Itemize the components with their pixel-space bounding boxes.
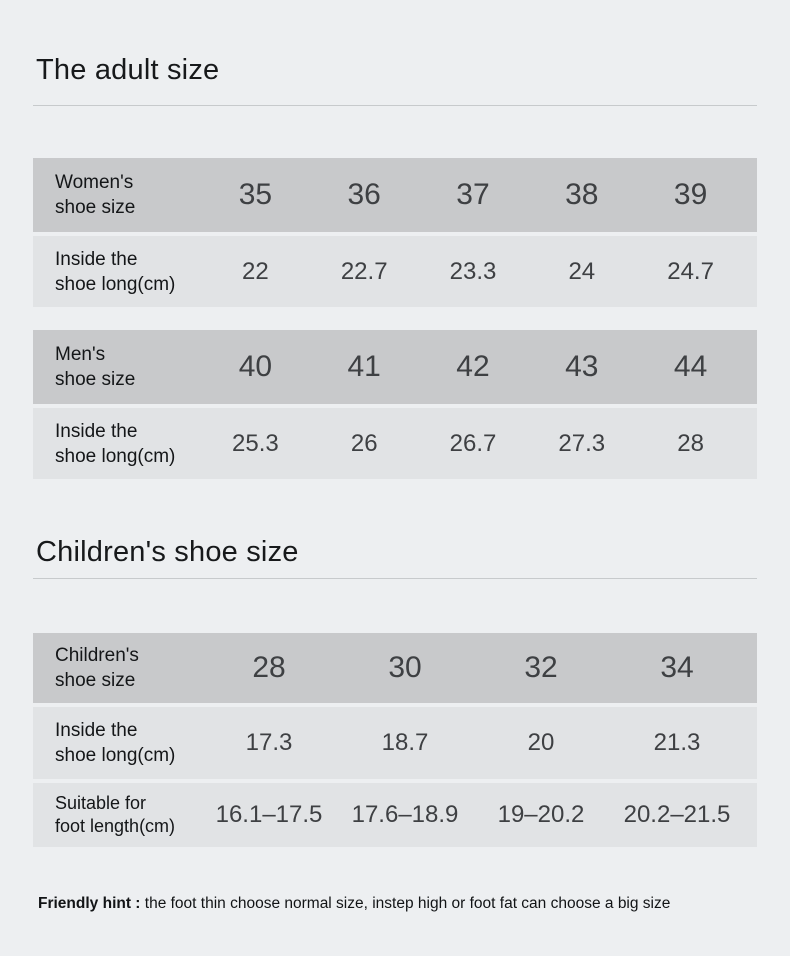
men-size-row-label: Men's shoe size — [33, 342, 201, 392]
women-inside-row: Inside the shoe long(cm) 22 22.7 23.3 24… — [33, 236, 757, 307]
men-size-value: 43 — [565, 350, 599, 383]
friendly-hint: Friendly hint : the foot thin choose nor… — [38, 894, 757, 914]
women-size-row-label: Women's shoe size — [33, 170, 201, 220]
children-inside-value: 18.7 — [381, 729, 429, 756]
row-label-line1: Children's — [55, 645, 139, 666]
friendly-hint-label: Friendly hint : — [38, 895, 141, 912]
row-label-line1: Inside the — [55, 420, 138, 442]
men-inside-value: 26 — [350, 429, 378, 457]
men-size-table: Men's shoe size 40 41 42 43 44 Inside th… — [33, 330, 757, 479]
children-size-row-label: Children's shoe size — [33, 643, 201, 693]
children-suitable-value: 16.1–17.5 — [215, 801, 323, 828]
children-suitable-row: Suitable for foot length(cm) 16.1–17.5 1… — [33, 783, 757, 847]
children-inside-value: 20 — [527, 729, 555, 756]
children-size-value: 32 — [524, 651, 558, 684]
row-label-line2: shoe long(cm) — [55, 445, 176, 467]
row-label-line1: Inside the — [55, 720, 138, 741]
women-size-value: 36 — [347, 178, 381, 211]
children-inside-value: 17.3 — [245, 729, 293, 756]
children-size-value: 30 — [388, 651, 422, 684]
children-inside-row: Inside the shoe long(cm) 17.3 18.7 20 21… — [33, 707, 757, 779]
women-size-row: Women's shoe size 35 36 37 38 39 — [33, 158, 757, 232]
children-suitable-value: 20.2–21.5 — [623, 801, 731, 828]
children-section-divider — [33, 578, 757, 579]
children-suitable-row-label: Suitable for foot length(cm) — [33, 792, 201, 838]
friendly-hint-text: the foot thin choose normal size, instep… — [140, 895, 671, 912]
row-label-line2: shoe size — [55, 197, 136, 218]
women-size-value: 35 — [238, 178, 273, 211]
children-size-value: 34 — [660, 651, 694, 684]
row-label-line1: Men's — [55, 344, 106, 365]
women-size-value: 38 — [565, 178, 599, 211]
women-inside-row-label: Inside the shoe long(cm) — [33, 247, 201, 297]
row-label-line1: Suitable for — [55, 793, 147, 813]
row-label-line2: shoe long(cm) — [55, 745, 176, 766]
men-size-value: 40 — [238, 350, 273, 383]
men-inside-value: 25.3 — [232, 429, 279, 457]
row-label-line2: shoe long(cm) — [55, 273, 176, 295]
children-size-table: Children's shoe size 28 30 32 34 Inside … — [33, 633, 757, 847]
men-size-value: 41 — [347, 350, 381, 383]
men-size-row: Men's shoe size 40 41 42 43 44 — [33, 330, 757, 404]
women-inside-value: 24 — [568, 257, 596, 285]
children-size-row: Children's shoe size 28 30 32 34 — [33, 633, 757, 703]
women-size-table: Women's shoe size 35 36 37 38 39 Inside … — [33, 158, 757, 307]
children-size-value: 28 — [252, 651, 286, 684]
women-size-value: 39 — [673, 178, 708, 211]
row-label-line2: foot length(cm) — [55, 816, 176, 836]
adult-section-title: The adult size — [36, 54, 220, 86]
children-inside-value: 21.3 — [653, 729, 701, 756]
women-inside-value: 24.7 — [667, 257, 714, 285]
men-inside-value: 28 — [677, 429, 704, 457]
men-inside-value: 27.3 — [558, 429, 606, 457]
women-inside-value: 22 — [242, 257, 269, 285]
row-label-line1: Women's — [55, 172, 134, 193]
women-inside-value: 22.7 — [340, 257, 388, 285]
children-section-title: Children's shoe size — [36, 536, 299, 568]
men-inside-row-label: Inside the shoe long(cm) — [33, 419, 201, 469]
women-size-value: 37 — [456, 178, 490, 211]
row-label-line2: shoe size — [55, 670, 136, 691]
children-inside-row-label: Inside the shoe long(cm) — [33, 718, 201, 768]
women-inside-value: 23.3 — [449, 257, 497, 285]
children-suitable-value: 17.6–18.9 — [351, 801, 459, 828]
row-label-line2: shoe size — [55, 369, 136, 390]
children-suitable-value: 19–20.2 — [497, 801, 585, 828]
adult-section-divider — [33, 105, 757, 106]
row-label-line1: Inside the — [55, 248, 138, 270]
men-inside-value: 26.7 — [449, 429, 497, 457]
men-size-value: 44 — [673, 350, 708, 383]
men-size-value: 42 — [456, 350, 490, 383]
men-inside-row: Inside the shoe long(cm) 25.3 26 26.7 27… — [33, 408, 757, 479]
